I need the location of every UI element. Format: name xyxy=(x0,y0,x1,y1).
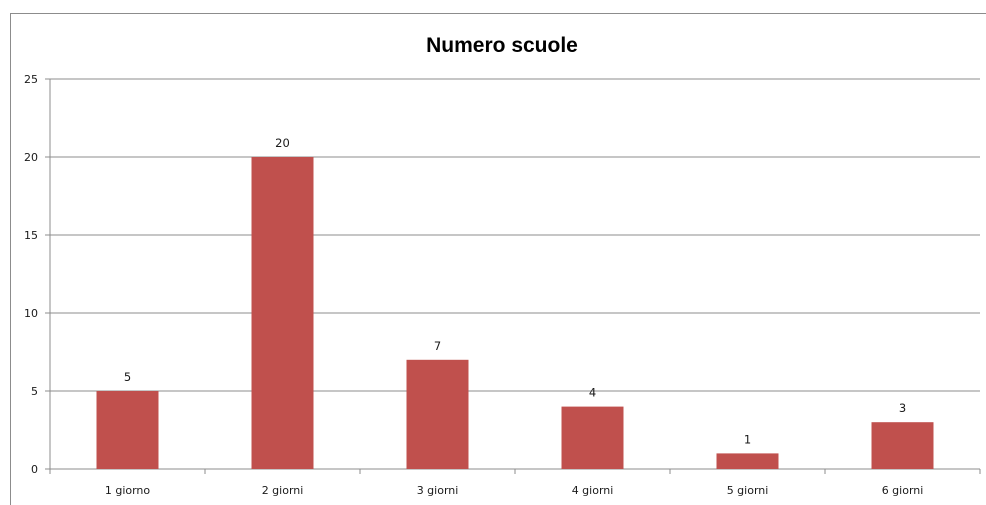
gridlines xyxy=(50,78,980,392)
bar-6 xyxy=(871,422,934,469)
x-tick-labels: 1 giorno 2 giorni 3 giorni 4 giorni 5 giorni… xyxy=(105,484,923,497)
bar-4 xyxy=(561,406,624,469)
x-tick-label: 5 giorni xyxy=(727,484,769,497)
data-label: 20 xyxy=(275,136,290,150)
y-tick-label: 20 xyxy=(24,151,38,164)
bar-1 xyxy=(96,391,159,469)
y-tick-label: 0 xyxy=(31,463,38,476)
x-tick-label: 3 giorni xyxy=(417,484,459,497)
y-tick-label: 25 xyxy=(24,73,38,86)
data-label: 7 xyxy=(434,339,441,353)
y-tick-label: 10 xyxy=(24,307,38,320)
axes xyxy=(45,78,981,474)
y-tick-labels: 0 5 10 15 20 25 xyxy=(24,73,38,476)
x-tick-label: 6 giorni xyxy=(882,484,924,497)
data-label: 5 xyxy=(124,370,131,384)
x-tick-label: 1 giorno xyxy=(105,484,151,497)
y-tick-label: 15 xyxy=(24,229,38,242)
chart-title: Numero scuole xyxy=(426,34,578,57)
bar-2 xyxy=(251,157,314,469)
data-label: 3 xyxy=(899,401,906,415)
x-tick-label: 2 giorni xyxy=(262,484,304,497)
y-tick-label: 5 xyxy=(31,385,38,398)
chart-frame xyxy=(10,13,986,505)
data-label: 1 xyxy=(744,432,751,446)
bar-5 xyxy=(716,453,779,469)
bars xyxy=(96,157,934,469)
bar-3 xyxy=(406,359,469,469)
data-label: 4 xyxy=(589,386,596,400)
x-tick-label: 4 giorni xyxy=(572,484,614,497)
data-labels: 5 20 7 4 1 3 xyxy=(124,136,906,446)
